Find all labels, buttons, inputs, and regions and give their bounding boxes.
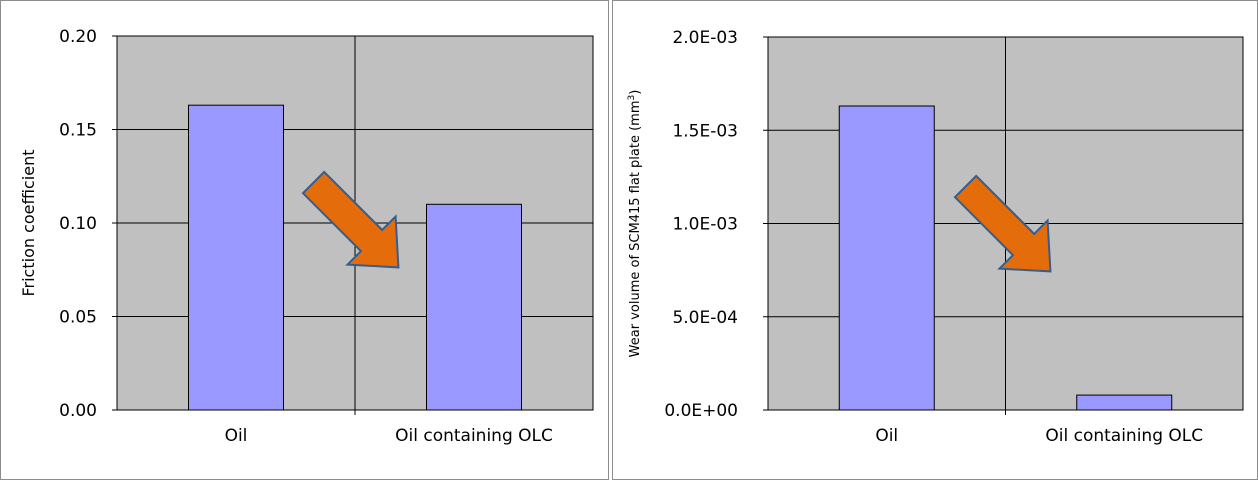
decrease-arrow — [953, 174, 1052, 273]
x-category-label: Oil containing OLC — [395, 426, 553, 446]
y-tick-label: 0.00 — [59, 401, 97, 421]
bar — [838, 105, 935, 411]
y-axis-label: Wear volume of SCM415 flat plate (mm3) — [627, 90, 643, 358]
x-category-label: Oil — [875, 426, 898, 446]
y-axis-label-text: Wear volume of SCM415 flat plate (mm — [628, 100, 643, 357]
y-tick-label: 2.0E-03 — [672, 28, 738, 48]
y-tick-label: 1.5E-03 — [672, 121, 738, 141]
y-tick-label: 5.0E-04 — [672, 308, 738, 328]
y-tick-label: 0.20 — [59, 27, 97, 47]
y-axis-label-text: Friction coefficient — [19, 150, 38, 297]
wear-chart-panel: 0.0E+00 5.0E-04 1.0E-03 1.5E-03 2.0E-03 Oil Oi… — [612, 0, 1258, 480]
y-tick-label: 0.0E+00 — [664, 401, 738, 421]
friction-chart: 0.00 0.05 0.10 0.15 0.20 Oil Oil containing OL… — [19, 27, 594, 446]
decrease-arrow — [301, 170, 400, 269]
x-category-label: Oil containing OLC — [1045, 426, 1203, 446]
y-tick-label: 0.10 — [59, 214, 97, 234]
bar — [426, 203, 522, 411]
bar — [188, 104, 284, 411]
x-category-label: Oil — [225, 426, 248, 446]
y-tick-label: 0.05 — [59, 308, 97, 328]
y-axis-label: Friction coefficient — [19, 150, 38, 297]
bar — [1076, 394, 1173, 411]
y-axis-label-suffix: ) — [628, 90, 643, 95]
y-tick-label: 0.15 — [59, 121, 97, 141]
wear-chart: 0.0E+00 5.0E-04 1.0E-03 1.5E-03 2.0E-03 Oil Oi… — [627, 28, 1244, 446]
y-tick-label: 1.0E-03 — [672, 215, 738, 235]
friction-chart-panel: 0.00 0.05 0.10 0.15 0.20 Oil Oil containing OL… — [0, 0, 609, 480]
y-axis-label-superscript: 3 — [627, 95, 637, 101]
